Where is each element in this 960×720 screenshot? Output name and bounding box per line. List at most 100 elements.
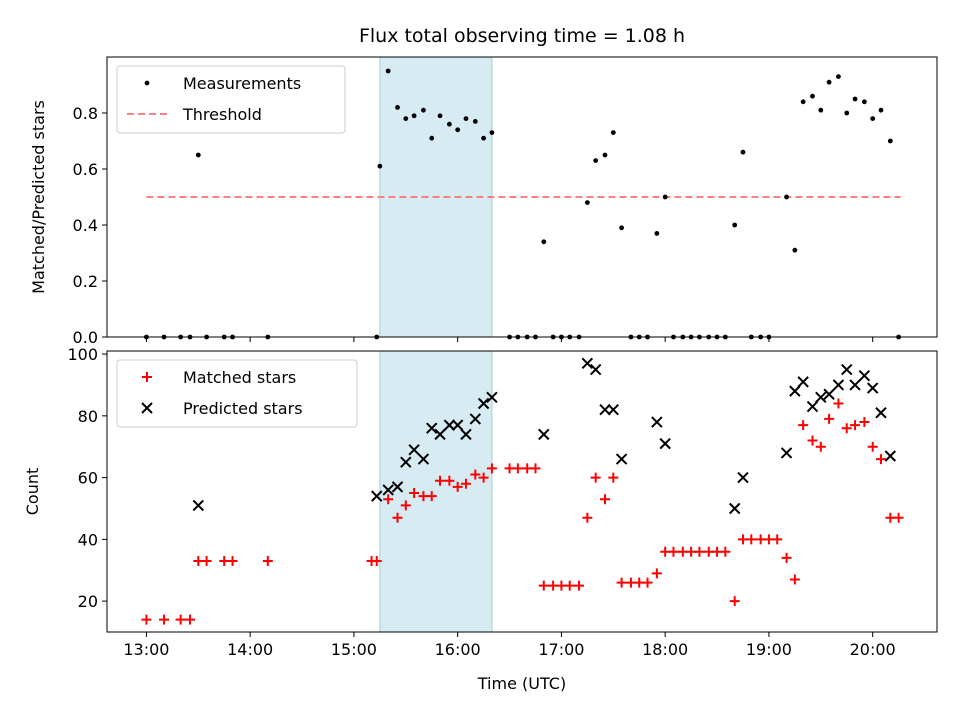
legend-marker — [142, 372, 152, 382]
data-point — [642, 577, 653, 588]
legend-marker — [141, 402, 153, 414]
x-tick-label: 13:00 — [123, 640, 169, 659]
data-point — [512, 463, 523, 474]
data-point — [818, 107, 824, 113]
data-point — [729, 596, 740, 607]
data-point — [893, 512, 904, 523]
data-point — [654, 231, 660, 236]
data-point — [590, 472, 601, 483]
data-point — [417, 453, 430, 465]
data-point — [395, 105, 400, 110]
data-point — [789, 574, 800, 585]
data-point — [538, 580, 549, 591]
data-point — [836, 74, 841, 79]
x-tick-label: 16:00 — [435, 640, 481, 659]
data-point — [201, 555, 212, 566]
data-point — [720, 546, 731, 557]
data-point — [619, 225, 624, 231]
data-point — [185, 614, 195, 625]
data-point — [481, 135, 487, 141]
y-tick-label: 100 — [67, 345, 98, 364]
data-point — [451, 419, 464, 431]
data-point — [470, 469, 481, 480]
y-tick-label: 0.4 — [73, 216, 98, 235]
legend: Measurements Threshold — [116, 65, 346, 134]
data-point — [784, 194, 789, 200]
data-point — [463, 116, 469, 121]
data-point — [478, 472, 489, 483]
data-point — [841, 363, 853, 376]
data-point — [826, 79, 832, 85]
data-point — [740, 149, 746, 155]
y-tick-label: 0.2 — [73, 272, 98, 291]
axes-frame — [106, 350, 938, 633]
data-point — [400, 456, 412, 468]
legend-marker — [144, 80, 150, 86]
data-point — [434, 428, 446, 441]
data-point — [746, 534, 757, 545]
chart-title: Flux total observing time = 1.08 h — [359, 25, 685, 47]
data-point — [392, 512, 403, 523]
data-point — [435, 475, 446, 486]
data-point — [486, 463, 497, 474]
data-point — [608, 472, 619, 483]
data-point — [832, 379, 845, 391]
data-point — [662, 194, 668, 200]
data-point — [371, 490, 383, 502]
data-point — [615, 453, 628, 465]
data-point — [385, 68, 391, 74]
data-point — [426, 491, 437, 502]
data-point — [195, 152, 201, 158]
data-point — [383, 494, 394, 505]
data-point — [446, 121, 452, 127]
data-point — [668, 546, 679, 557]
data-point — [651, 416, 663, 428]
data-point — [772, 534, 783, 545]
data-point — [141, 614, 152, 625]
data-point — [599, 403, 611, 416]
x-tick-label: 20:00 — [850, 640, 896, 659]
data-point — [391, 481, 404, 493]
data-point — [867, 441, 878, 452]
data-point — [875, 454, 886, 465]
data-point — [694, 546, 705, 557]
data-point — [460, 478, 471, 489]
data-point — [584, 200, 590, 206]
y-tick-label: 60 — [78, 469, 98, 488]
legend-box — [116, 359, 358, 428]
data-point — [806, 400, 819, 413]
data-point — [159, 614, 170, 625]
legend-label: Measurements — [183, 74, 301, 93]
legend-label: Matched stars — [183, 368, 296, 387]
data-point — [616, 577, 627, 588]
data-point — [884, 450, 897, 462]
y-tick-label: 0.0 — [73, 328, 98, 347]
data-point — [600, 494, 610, 505]
data-point — [443, 419, 456, 431]
data-point — [472, 119, 478, 124]
data-point — [408, 444, 420, 456]
data-point — [866, 382, 879, 394]
count-panel: 13:00 14:00 15:00 16:00 17:00 18:00 19:00 20:00… — [23, 345, 938, 693]
data-point — [175, 614, 186, 625]
data-point — [444, 475, 455, 486]
legend-box — [116, 65, 346, 134]
data-point — [574, 580, 585, 591]
series-predicted-stars — [192, 357, 897, 515]
y-tick-label: 40 — [78, 530, 98, 549]
data-point — [403, 116, 409, 121]
data-point — [455, 127, 461, 133]
shaded-span — [379, 350, 493, 633]
data-point — [807, 435, 818, 446]
data-point — [538, 428, 550, 441]
y-tick-label: 0.6 — [73, 160, 98, 179]
data-point — [564, 580, 575, 591]
x-axis-label: Time (UTC) — [477, 674, 566, 693]
data-point — [861, 99, 867, 105]
data-point — [815, 441, 826, 452]
y-axis-label: Count — [23, 468, 42, 516]
series-matched-stars — [141, 398, 904, 625]
data-point — [469, 413, 482, 425]
data-point — [859, 417, 870, 428]
